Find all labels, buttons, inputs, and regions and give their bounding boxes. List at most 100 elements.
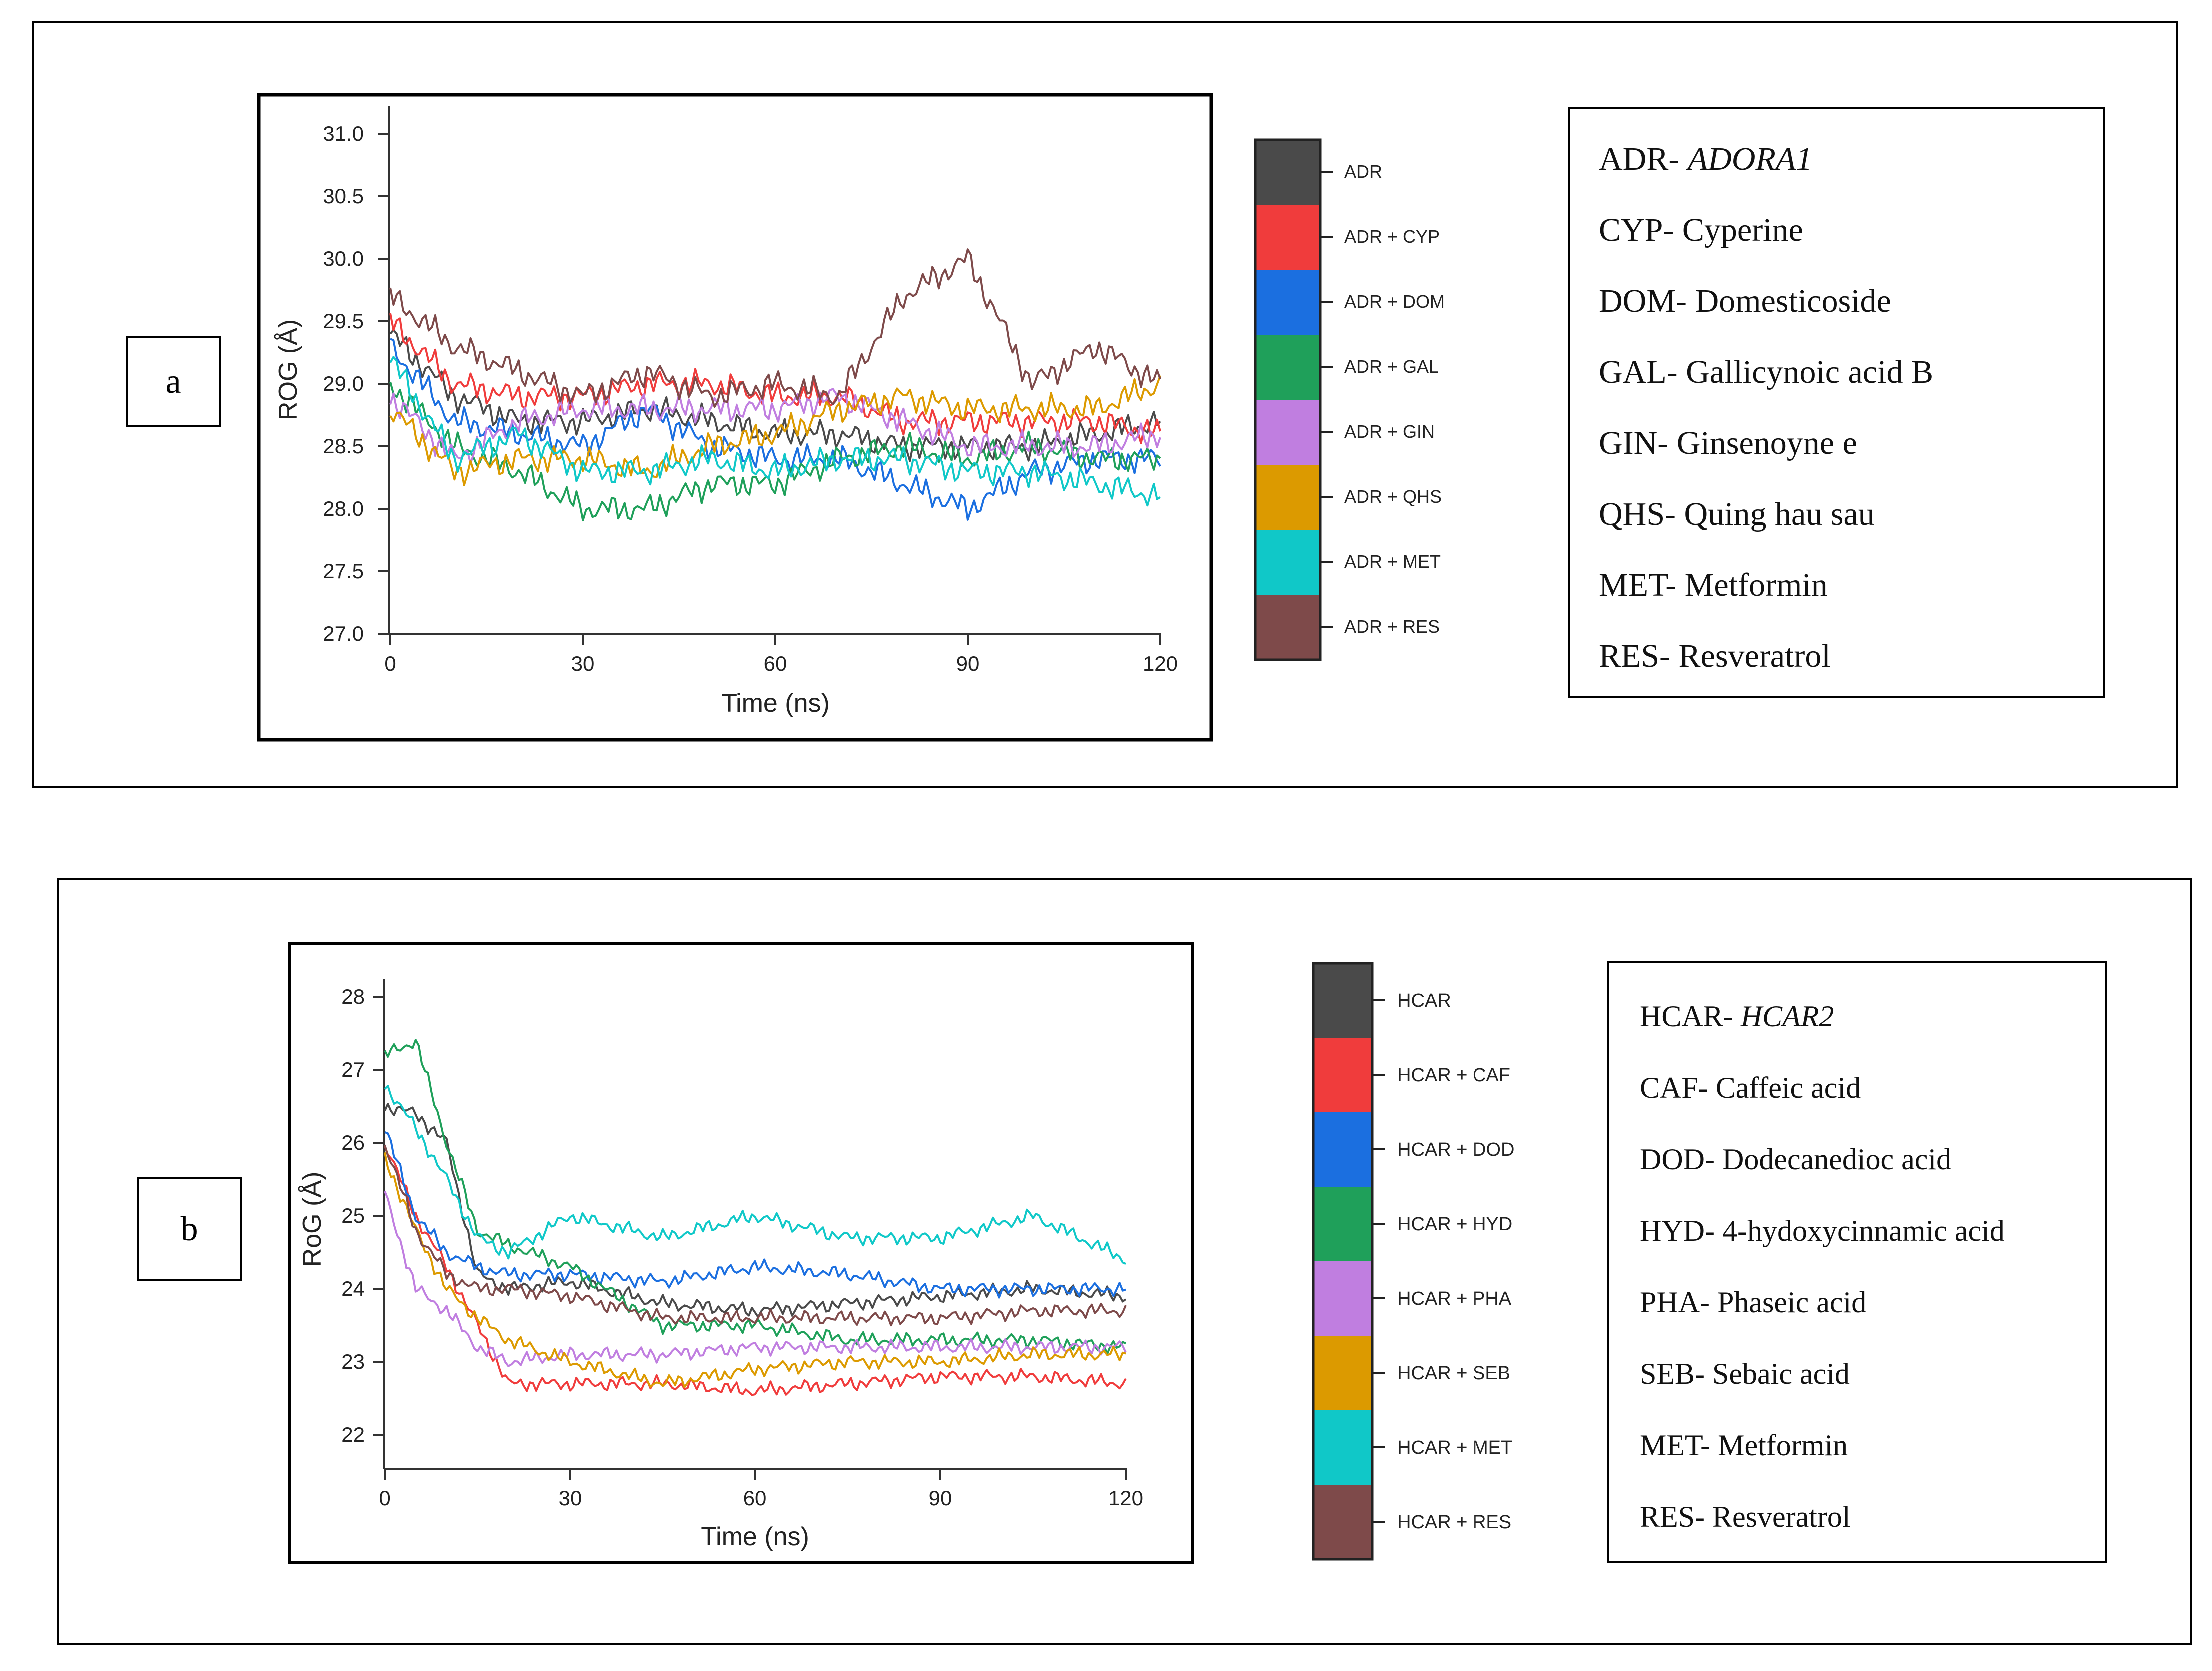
legend-swatch-adr-gal — [1255, 335, 1320, 400]
legend-label: HCAR + HYD — [1397, 1214, 1512, 1235]
key-item: DOM- Domesticoside — [1599, 283, 1891, 319]
y-tick-label: 31.0 — [323, 122, 364, 145]
panel-b-label: b — [181, 1210, 198, 1248]
x-tick-label: 90 — [956, 652, 980, 675]
legend-label: ADR + GIN — [1344, 421, 1435, 442]
legend-label: ADR + DOM — [1344, 291, 1445, 312]
y-tick-label: 29.0 — [323, 372, 364, 395]
legend-label: HCAR + PHA — [1397, 1288, 1512, 1309]
series-line-adr-met — [389, 356, 1161, 507]
legend-swatch-adr — [1255, 140, 1320, 205]
x-tick-label: 90 — [929, 1486, 952, 1510]
key-item: DOD- Dodecanedioc acid — [1640, 1143, 1951, 1176]
x-tick-label: 0 — [379, 1486, 390, 1510]
chart-b-plot-area — [384, 1039, 1127, 1396]
chart-b-x-label: Time (ns) — [701, 1522, 809, 1551]
legend-b-border — [1312, 962, 1374, 1561]
key-item: HYD- 4-hydoxycinnamic acid — [1640, 1214, 2005, 1247]
chart-a-y-ticks: 31.0 30.5 30.0 29.5 29.0 28.5 28.0 27.5 … — [323, 122, 389, 645]
legend-a-border — [1254, 138, 1322, 661]
series-line-hcar-pha — [384, 1191, 1127, 1367]
series-line-adr-dom — [390, 338, 1161, 521]
y-tick-label: 22 — [341, 1423, 365, 1446]
legend-swatch-hcar-seb — [1313, 1336, 1372, 1410]
legend-swatch-adr-qhs — [1255, 465, 1320, 530]
y-tick-label: 26 — [341, 1131, 365, 1154]
legend-swatch-hcar-caf — [1313, 1038, 1372, 1112]
x-tick-label: 120 — [1108, 1486, 1143, 1510]
key-item: MET- Metformin — [1640, 1429, 1848, 1462]
x-tick-label: 0 — [384, 652, 396, 675]
panel-a-label: a — [165, 362, 181, 401]
x-tick-label: 120 — [1143, 652, 1178, 675]
chart-b-y-label: RoG (Å) — [298, 1172, 327, 1267]
chart-a-x-label: Time (ns) — [721, 689, 830, 718]
legend-label: ADR + MET — [1344, 551, 1441, 572]
x-tick-label: 30 — [559, 1486, 582, 1510]
key-item: ADR- ADORA1 — [1599, 141, 1812, 177]
y-tick-label: 23 — [341, 1350, 365, 1373]
legend-swatch-adr-gin — [1255, 400, 1320, 465]
legend-label: HCAR — [1397, 990, 1451, 1011]
y-tick-label: 28.5 — [323, 434, 364, 458]
chart-a-plot-area — [389, 248, 1161, 522]
panel-b: b 28 27 26 25 24 23 22 0 3 — [57, 878, 2192, 1645]
chart-b-y-ticks: 28 27 26 25 24 23 22 — [341, 985, 384, 1446]
legend-swatch-hcar-hyd — [1313, 1187, 1372, 1261]
y-tick-label: 24 — [341, 1277, 365, 1300]
legend-label: ADR + GAL — [1344, 356, 1439, 377]
panel-b-border — [57, 878, 2192, 1645]
series-line-adr-gin — [389, 388, 1161, 464]
series-line-hcar-res — [384, 1144, 1127, 1327]
panel-a-label-box — [126, 336, 221, 427]
key-item: MET- Metformin — [1599, 567, 1828, 603]
y-tick-label: 27.0 — [323, 622, 364, 645]
key-item: CYP- Cyperine — [1599, 212, 1803, 248]
chart-a-frame — [257, 93, 1213, 742]
key-b: HCAR- HCAR2 CAF- Caffeic acid DOD- Dodec… — [1607, 961, 2107, 1563]
panel-b-label-box — [137, 1177, 242, 1281]
key-item: GAL- Gallicynoic acid B — [1599, 354, 1933, 390]
legend-swatch-hcar-met — [1313, 1410, 1372, 1485]
series-line-hcar-seb — [384, 1152, 1126, 1388]
key-item: QHS- Quing hau sau — [1599, 496, 1875, 532]
key-a-border — [1568, 107, 2105, 698]
series-line-hcar-met — [384, 1085, 1126, 1265]
legend-label: ADR — [1344, 161, 1382, 182]
legend-label: HCAR + MET — [1397, 1437, 1512, 1458]
x-tick-label: 60 — [764, 652, 787, 675]
key-item: SEB- Sebaic acid — [1640, 1357, 1850, 1390]
legend-label: ADR + RES — [1344, 616, 1440, 637]
key-b-border — [1607, 961, 2107, 1563]
panel-a: a 31.0 30.5 30.0 29.5 29.0 28.5 28.0 27.… — [32, 21, 2178, 788]
legend-swatch-adr-met — [1255, 530, 1320, 595]
series-line-hcar-caf — [384, 1145, 1127, 1396]
series-line-adr-cyp — [389, 313, 1161, 444]
y-tick-label: 27 — [341, 1058, 365, 1081]
legend-swatch-hcar-res — [1313, 1485, 1372, 1559]
series-line-hcar-dod — [384, 1131, 1126, 1299]
legend-a: ADR ADR + CYP ADR + DOM ADR + GAL ADR + … — [1254, 138, 1445, 661]
chart-b-x-ticks: 0 30 60 90 120 — [379, 1469, 1143, 1510]
series-line-adr-qhs — [389, 375, 1161, 486]
y-tick-label: 27.5 — [323, 559, 364, 583]
y-tick-label: 30.0 — [323, 247, 364, 270]
legend-label: ADR + QHS — [1344, 486, 1442, 507]
legend-swatch-adr-dom — [1255, 270, 1320, 335]
series-line-adr-gal — [389, 381, 1161, 522]
chart-a-y-label: ROG (Å) — [274, 319, 303, 420]
y-tick-label: 29.5 — [323, 309, 364, 333]
legend-label: HCAR + CAF — [1397, 1065, 1510, 1086]
y-tick-label: 30.5 — [323, 184, 364, 208]
key-item: HCAR- HCAR2 — [1640, 1000, 1834, 1033]
legend-label: HCAR + RES — [1397, 1512, 1511, 1533]
legend-label: HCAR + DOD — [1397, 1139, 1514, 1160]
key-item: RES- Resveratrol — [1640, 1500, 1851, 1533]
legend-swatch-adr-res — [1255, 595, 1320, 660]
legend-swatch-hcar-dod — [1313, 1112, 1372, 1187]
key-item: CAF- Caffeic acid — [1640, 1071, 1861, 1104]
chart-a-x-ticks: 0 30 60 90 120 — [384, 634, 1178, 675]
series-line-adr-res — [389, 248, 1161, 408]
legend-b: HCAR HCAR + CAF HCAR + DOD HCAR + HYD HC… — [1312, 962, 1514, 1561]
